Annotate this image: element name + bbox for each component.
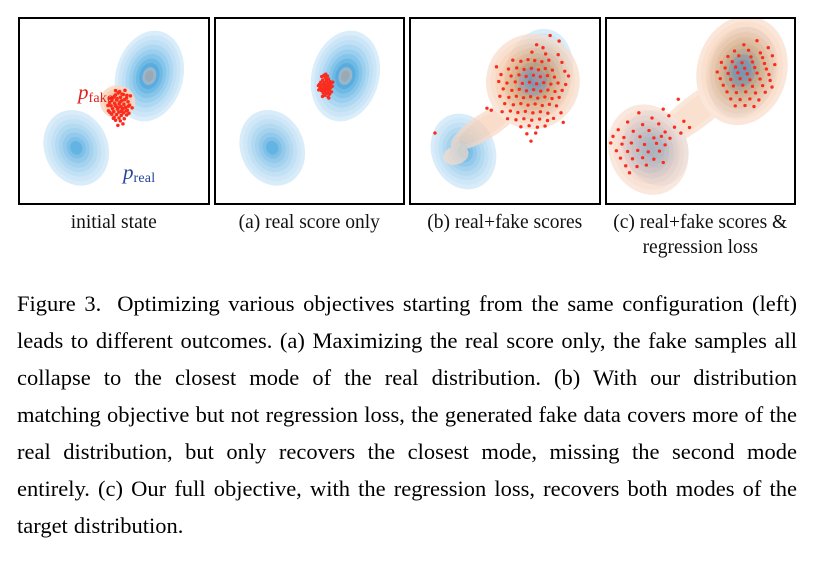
p-fake-subscript: fake: [88, 91, 114, 106]
fake-sample-points: [106, 88, 134, 128]
fake-density-contours: [443, 33, 580, 165]
panel-c-plot: [607, 19, 788, 195]
panel-captions-row: initial state (a) real score only (b) re…: [18, 210, 796, 260]
panel-wrap-real-fake-scores: [409, 17, 601, 205]
panel-full-objective: [604, 17, 796, 205]
real-density-contours: [238, 30, 380, 186]
panel-wrap-initial: pfake preal: [18, 17, 210, 205]
panel-a-plot: [238, 30, 380, 186]
panel-initial-state: pfake preal: [18, 17, 210, 205]
panel-wrap-full-objective: [604, 17, 796, 205]
fake-sample-points: [433, 33, 571, 143]
fake-sample-points: [608, 39, 776, 175]
real-density-contours: [43, 30, 185, 186]
panel-initial-plot: [43, 30, 185, 186]
panel-caption-a: (a) real score only: [238, 212, 380, 233]
fake-sample-points: [316, 72, 334, 100]
panel-real-fake-scores: [409, 17, 601, 205]
p-fake-symbol: p: [78, 80, 89, 104]
p-fake-label: pfake: [78, 80, 113, 107]
figure-caption: Figure 3. Optimizing various objectives s…: [17, 285, 797, 544]
panel-wrap-real-score-only: [213, 17, 405, 205]
figure-number: Figure 3.: [17, 291, 102, 316]
panel-caption-c: (c) real+fake scores & regression loss: [613, 212, 788, 258]
p-real-subscript: real: [133, 171, 156, 186]
figure-caption-text: Optimizing various objectives starting f…: [17, 291, 797, 538]
panel-caption-initial: initial state: [70, 212, 157, 233]
panel-b-plot: [430, 28, 580, 190]
panel-real-score-only: [213, 17, 405, 205]
p-real-symbol: p: [123, 160, 134, 184]
panel-caption-b: (b) real+fake scores: [427, 212, 583, 233]
fake-density-contours: [607, 19, 788, 195]
p-real-label: preal: [123, 160, 155, 187]
panel-row: pfake preal: [18, 17, 796, 205]
